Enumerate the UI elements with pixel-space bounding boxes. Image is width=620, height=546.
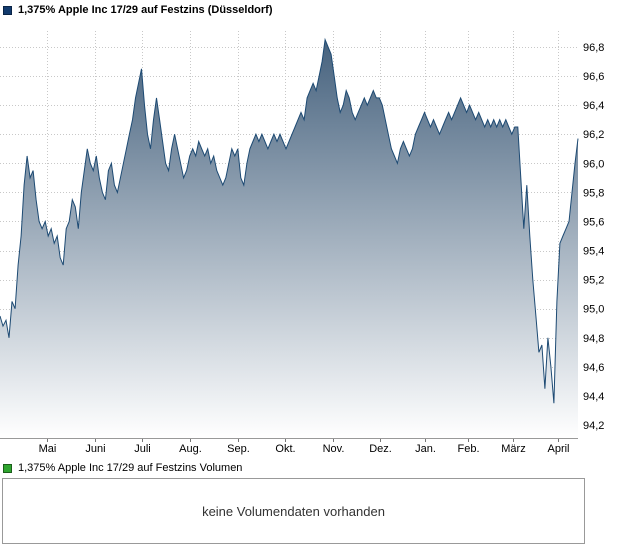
price-series-swatch-icon bbox=[3, 5, 12, 15]
svg-text:Mai: Mai bbox=[39, 443, 57, 455]
svg-text:April: April bbox=[547, 443, 569, 455]
svg-text:96,6: 96,6 bbox=[583, 71, 604, 83]
svg-text:Jan.: Jan. bbox=[415, 443, 436, 455]
svg-text:Nov.: Nov. bbox=[323, 443, 345, 455]
svg-text:95,8: 95,8 bbox=[583, 187, 604, 199]
svg-text:94,6: 94,6 bbox=[583, 362, 604, 374]
svg-text:Juni: Juni bbox=[85, 443, 105, 455]
svg-text:Juli: Juli bbox=[134, 443, 151, 455]
svg-text:94,2: 94,2 bbox=[583, 420, 604, 432]
price-chart-title: 1,375% Apple Inc 17/29 auf Festzins (Düs… bbox=[18, 4, 273, 16]
volume-empty-message: keine Volumendaten vorhanden bbox=[202, 503, 385, 519]
price-chart-legend: 1,375% Apple Inc 17/29 auf Festzins (Düs… bbox=[0, 0, 620, 17]
svg-text:95,0: 95,0 bbox=[583, 304, 604, 316]
svg-text:Okt.: Okt. bbox=[275, 443, 295, 455]
svg-text:94,8: 94,8 bbox=[583, 333, 604, 345]
volume-chart-title: 1,375% Apple Inc 17/29 auf Festzins Volu… bbox=[18, 462, 243, 474]
svg-text:96,2: 96,2 bbox=[583, 129, 604, 141]
svg-text:Feb.: Feb. bbox=[457, 443, 479, 455]
svg-text:96,4: 96,4 bbox=[583, 100, 604, 112]
volume-series-swatch-icon bbox=[3, 463, 12, 473]
svg-text:96,0: 96,0 bbox=[583, 158, 604, 170]
volume-chart-legend: 1,375% Apple Inc 17/29 auf Festzins Volu… bbox=[0, 458, 620, 475]
svg-text:Aug.: Aug. bbox=[179, 443, 202, 455]
svg-text:März: März bbox=[501, 443, 525, 455]
svg-text:95,2: 95,2 bbox=[583, 275, 604, 287]
svg-text:Dez.: Dez. bbox=[369, 443, 392, 455]
svg-text:96,8: 96,8 bbox=[583, 42, 604, 54]
svg-text:Sep.: Sep. bbox=[227, 443, 250, 455]
svg-text:94,4: 94,4 bbox=[583, 391, 604, 403]
volume-empty-panel: keine Volumendaten vorhanden bbox=[2, 478, 585, 544]
svg-text:95,4: 95,4 bbox=[583, 246, 604, 258]
price-area-chart: 96,8 96,6 96,4 96,2 96,0 95,8 95,6 95,4 95,2 95,0… bbox=[0, 31, 604, 455]
svg-text:95,6: 95,6 bbox=[583, 216, 604, 228]
